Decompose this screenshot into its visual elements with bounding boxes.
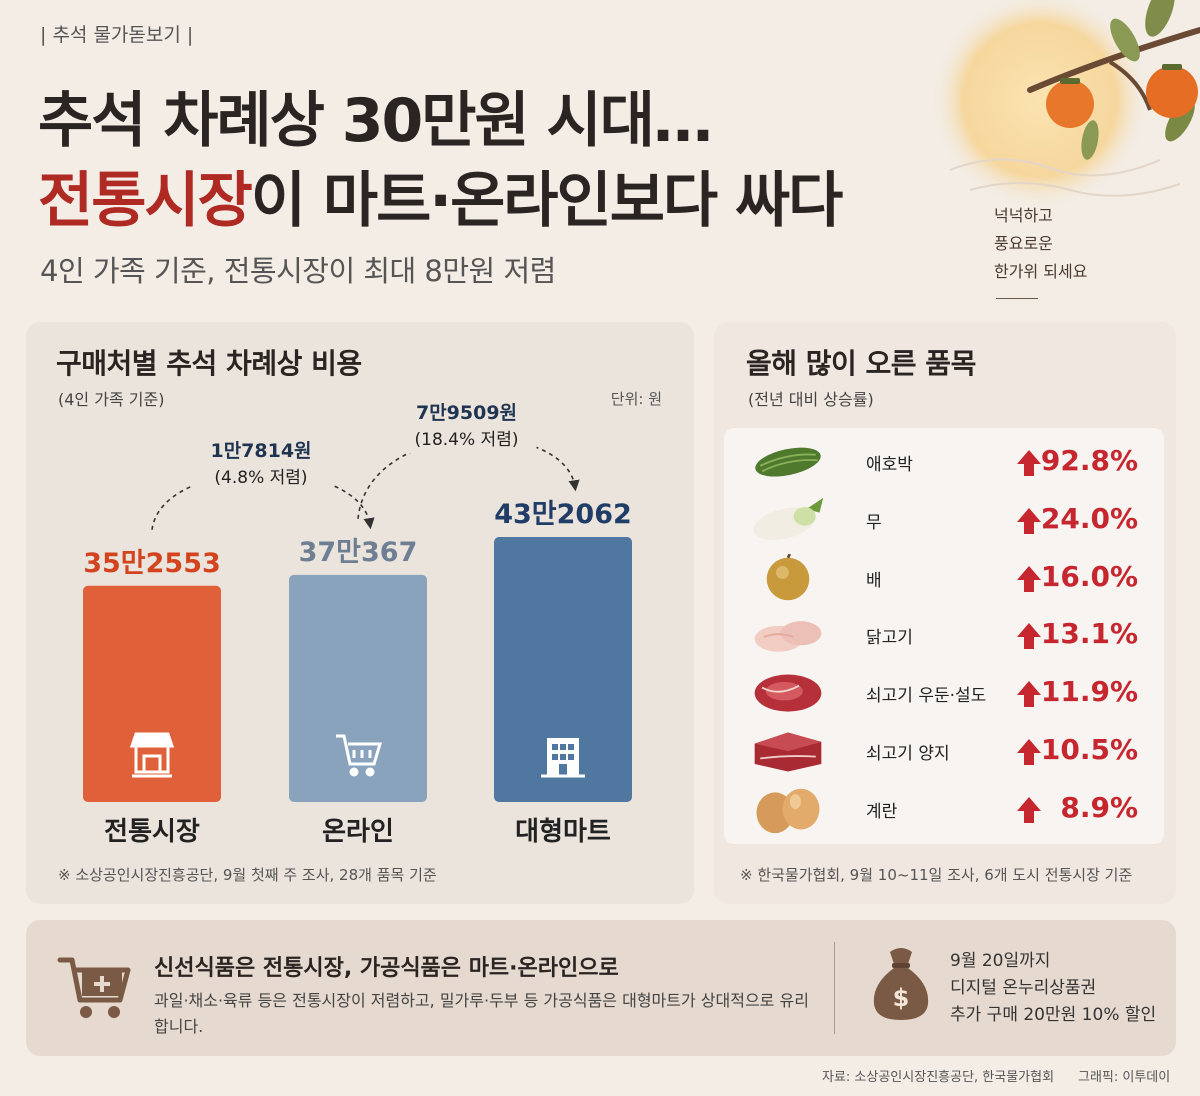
item-name: 닭고기 bbox=[866, 628, 913, 649]
label-background bbox=[396, 399, 537, 453]
voucher-line: 디지털 온누리상품권 bbox=[950, 978, 1097, 998]
headline-subtitle: 4인 가족 기준, 전통시장이 최대 8만원 저렴 bbox=[40, 254, 556, 288]
list-item: 쇠고기 우둔·설도 11.9% bbox=[724, 665, 1164, 721]
bar-chart: 35만2553 전통시장 37만367 온라인 43만2062 대형마트 1만7814원 (4… bbox=[83, 399, 632, 847]
up-arrow-icon bbox=[1017, 739, 1041, 765]
up-arrow-icon bbox=[1017, 681, 1041, 708]
voucher-line: 추가 구매 20만원 10% 할인 bbox=[950, 1005, 1157, 1025]
headline-line1: 추석 차례상 30만원 시대… bbox=[38, 86, 713, 156]
tip-title: 신선식품은 전통시장, 가공식품은 마트·온라인으로 bbox=[154, 956, 619, 981]
zucchini-icon bbox=[755, 447, 821, 477]
rising-title: 올해 많이 오른 품목 bbox=[746, 347, 976, 380]
tip-description: 과일·채소·육류 등은 전통시장이 저렴하고, 밀가루·두부 등 가공식품은 대… bbox=[154, 991, 809, 1036]
persimmon-icon bbox=[1146, 66, 1198, 118]
savings-percent-label: (18.4% 저렴) bbox=[415, 430, 519, 450]
chart-unit: 단위: 원 bbox=[610, 390, 662, 408]
item-name: 쇠고기 우둔·설도 bbox=[866, 686, 987, 707]
up-arrow-icon bbox=[1017, 565, 1041, 592]
market-stall-icon bbox=[129, 732, 175, 778]
pear-icon bbox=[766, 553, 810, 600]
bar-전통시장 bbox=[83, 585, 221, 802]
chart-subtitle: (4인 가족 기준) bbox=[58, 390, 165, 409]
headline-line2: 전통시장이 마트·온라인보다 싸다 bbox=[38, 152, 844, 239]
moon-icon bbox=[930, 0, 1150, 210]
up-arrow-icon bbox=[1017, 623, 1041, 650]
chart-title: 구매처별 추석 차례상 비용 bbox=[56, 347, 362, 380]
divider bbox=[834, 942, 835, 1034]
savings-amount-label: 1만7814원 bbox=[210, 440, 311, 462]
rising-items-panel: 올해 많이 오른 품목 (전년 대비 상승률) 애호박 92.8% 무 24.0% 배 1… bbox=[714, 322, 1176, 904]
bar-온라인 bbox=[289, 574, 427, 802]
persimmon-icon bbox=[1046, 80, 1094, 128]
item-name: 계란 bbox=[866, 801, 898, 822]
radish-icon bbox=[753, 497, 824, 540]
voucher-line: 9월 20일까지 bbox=[950, 951, 1051, 971]
item-increase-rate: 24.0% bbox=[1040, 501, 1138, 535]
label-background bbox=[191, 436, 331, 491]
greeting-line: 넉넉하고 bbox=[994, 206, 1053, 225]
rising-subtitle: (전년 대비 상승률) bbox=[748, 390, 874, 409]
up-arrow-icon bbox=[1017, 507, 1041, 534]
bar-value-label: 43만2062 bbox=[494, 499, 632, 530]
building-icon bbox=[541, 738, 585, 778]
headline-line2-rest: 이 마트·온라인보다 싸다 bbox=[250, 166, 844, 236]
list-item: 배 16.0% bbox=[724, 550, 1164, 606]
voucher-note: 9월 20일까지 디지털 온누리상품권 추가 구매 20만원 10% 할인 bbox=[950, 948, 1156, 1029]
moon-persimmon-illustration bbox=[930, 0, 1200, 210]
chart-footnote: ※ 소상공인시장진흥공단, 9월 첫째 주 조사, 28개 품목 기준 bbox=[58, 866, 437, 884]
chicken-icon bbox=[754, 621, 822, 653]
savings-percent-label: (4.8% 저렴) bbox=[214, 468, 307, 488]
greeting-text: 넉넉하고 풍요로운 한가위 되세요 bbox=[994, 202, 1087, 286]
up-arrow-icon bbox=[1017, 450, 1041, 476]
greeting-line: 풍요로운 bbox=[994, 234, 1053, 253]
greeting-line: 한가위 되세요 bbox=[994, 262, 1088, 281]
list-item: 계란 8.9% bbox=[724, 781, 1164, 837]
list-item: 닭고기 13.1% bbox=[724, 607, 1164, 663]
shopping-cart-icon bbox=[336, 734, 383, 777]
list-item: 쇠고기 양지 10.5% bbox=[724, 723, 1164, 779]
tip-banner: 신선식품은 전통시장, 가공식품은 마트·온라인으로 과일·채소·육류 등은 전… bbox=[26, 920, 1176, 1056]
bar-category-label: 대형마트 bbox=[515, 817, 611, 847]
rising-footnote: ※ 한국물가협회, 9월 10~11일 조사, 6개 도시 전통시장 기준 bbox=[740, 866, 1133, 884]
item-name: 무 bbox=[866, 512, 882, 533]
up-arrow-icon bbox=[1017, 796, 1041, 823]
bar-대형마트 bbox=[494, 537, 632, 802]
item-increase-rate: 92.8% bbox=[1040, 444, 1138, 477]
item-name: 배 bbox=[866, 570, 882, 591]
graphic-credit: 그래픽: 이투데이 bbox=[1078, 1070, 1171, 1085]
beef-brisket-icon bbox=[754, 732, 822, 772]
rising-items-list: 애호박 92.8% 무 24.0% 배 16.0% 닭고기 13.1% 쇠고기 우둔·설도 11.… bbox=[724, 428, 1164, 844]
list-item: 무 24.0% bbox=[724, 492, 1164, 548]
bar-category-label: 전통시장 bbox=[104, 817, 200, 847]
cost-by-store-panel: 구매처별 추석 차례상 비용 (4인 가족 기준) 단위: 원 35만2553 전… bbox=[26, 322, 694, 904]
list-item: 애호박 92.8% bbox=[724, 434, 1164, 490]
bar-value-label: 37만367 bbox=[299, 537, 418, 568]
item-name: 쇠고기 양지 bbox=[866, 744, 950, 764]
divider bbox=[996, 298, 1038, 299]
item-increase-rate: 16.0% bbox=[1040, 559, 1138, 593]
item-increase-rate: 8.9% bbox=[1060, 790, 1138, 824]
source-credit: 자료: 소상공인시장진흥공단, 한국물가협회 bbox=[822, 1070, 1055, 1085]
bar-value-label: 35만2553 bbox=[83, 548, 221, 579]
item-increase-rate: 13.1% bbox=[1040, 617, 1138, 651]
item-increase-rate: 10.5% bbox=[1040, 733, 1138, 766]
item-name: 애호박 bbox=[866, 455, 913, 475]
beef-round-icon bbox=[754, 674, 822, 712]
savings-amount-label: 7만9509원 bbox=[416, 402, 517, 424]
item-increase-rate: 11.9% bbox=[1040, 675, 1138, 709]
money-bag-icon: $ bbox=[873, 948, 929, 1020]
bar-category-label: 온라인 bbox=[322, 817, 394, 847]
kicker: | 추석 물가돋보기 | bbox=[40, 24, 194, 46]
headline-highlight: 전통시장 bbox=[38, 166, 253, 236]
savings-arrow bbox=[151, 472, 375, 530]
egg-icon bbox=[756, 788, 820, 833]
shopping-cart-plus-icon bbox=[57, 957, 131, 1018]
svg-text:$: $ bbox=[893, 984, 910, 1012]
